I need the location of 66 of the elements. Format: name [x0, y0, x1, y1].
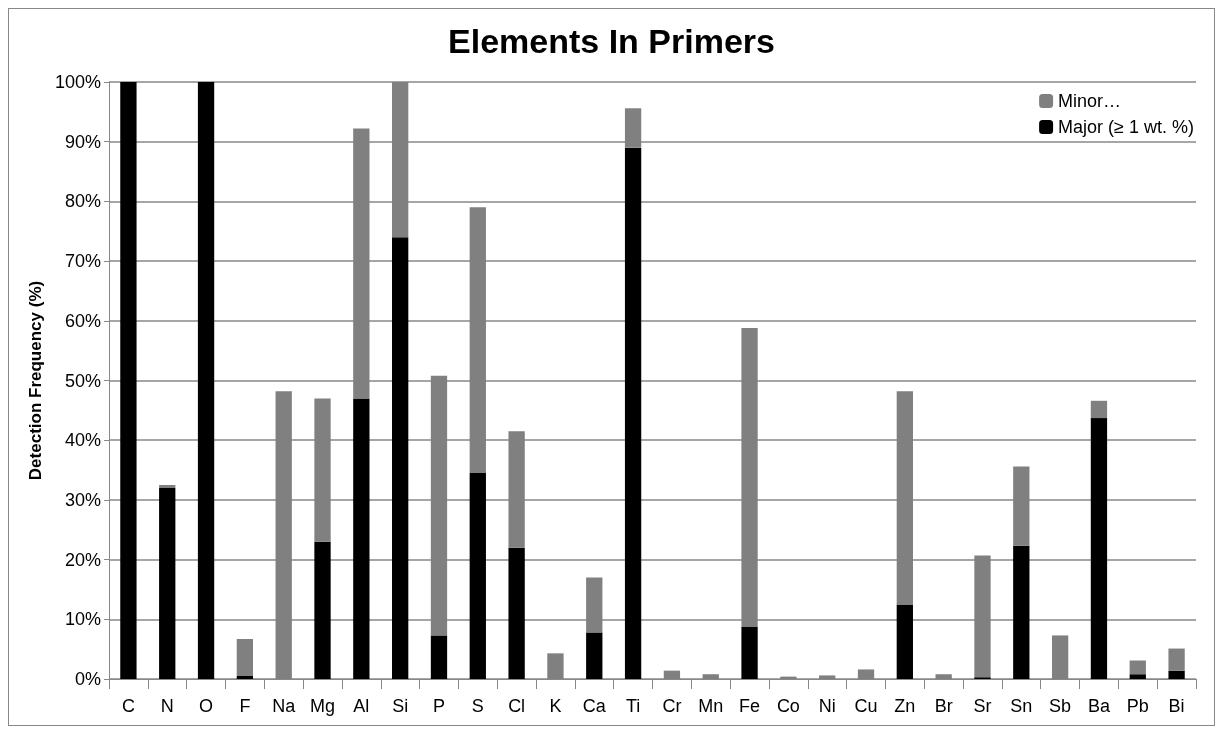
bar: [1129, 660, 1146, 675]
x-tick-label: P: [432, 696, 445, 716]
bar: [353, 398, 370, 679]
x-tick-label: Pb: [1126, 696, 1149, 716]
x-tick-label: Zn: [894, 696, 916, 716]
y-tick-label: 80%: [64, 191, 101, 212]
x-tick-label: Na: [272, 696, 297, 716]
y-tick-label: 100%: [54, 72, 101, 92]
y-axis-title: Detection Frequency (%): [26, 280, 46, 481]
chart-title: Elements In Primers: [448, 22, 775, 60]
y-tick-label: 10%: [64, 609, 101, 630]
bar: [236, 639, 254, 677]
y-tick-label: 40%: [64, 430, 101, 451]
y-tick-label: 90%: [64, 131, 101, 152]
bar: [1090, 418, 1108, 679]
bar: [392, 237, 409, 679]
x-tick-label: Ti: [625, 696, 641, 716]
bar: [120, 82, 137, 679]
x-tick-label: Fe: [739, 696, 761, 716]
bar: [1168, 670, 1185, 679]
bar: [586, 632, 603, 679]
x-tick-label: Cr: [662, 696, 682, 716]
x-tick-label: O: [199, 696, 214, 716]
y-tick-label: 70%: [64, 251, 101, 272]
x-tick-label: Mn: [698, 696, 724, 716]
x-tick-label: Co: [776, 696, 800, 716]
x-tick-label: C: [121, 696, 135, 716]
bar: [159, 487, 176, 679]
x-tick-label: Si: [392, 696, 409, 716]
bar: [896, 604, 913, 679]
x-tick-label: S: [471, 696, 484, 716]
x-tick-label: Ni: [818, 696, 836, 716]
bar: [430, 635, 448, 679]
bar: [197, 82, 215, 679]
y-tick-label: 50%: [64, 370, 101, 391]
bar: [469, 473, 486, 679]
x-tick-label: Ba: [1087, 696, 1111, 716]
bar: [741, 627, 758, 679]
bar: [1168, 648, 1185, 671]
bar: [236, 676, 254, 679]
x-tick-label: Sn: [1010, 696, 1033, 716]
x-tick-label: Cl: [508, 696, 526, 716]
x-tick-label: Al: [353, 696, 370, 716]
x-tick-label: Ca: [582, 696, 607, 716]
bar: [624, 147, 642, 679]
bar: [1090, 400, 1108, 419]
bar: [159, 484, 176, 488]
y-tick-label: 0%: [74, 669, 101, 689]
x-tick-label: Cu: [854, 696, 878, 716]
y-tick-label: 60%: [64, 310, 101, 331]
x-tick-label: K: [549, 696, 562, 716]
x-tick-label: Sr: [973, 696, 992, 716]
legend-label: Major (≥ 1 wt. %): [1058, 117, 1195, 137]
legend-label: Minor…: [1058, 91, 1122, 111]
bar: [1013, 545, 1030, 679]
x-tick-label: Bi: [1168, 696, 1185, 716]
bar: [314, 541, 331, 679]
bar: [1129, 674, 1146, 679]
x-tick-label: F: [239, 696, 251, 716]
x-tick-label: Sb: [1049, 696, 1072, 716]
bar: [508, 547, 525, 679]
y-tick-label: 20%: [64, 549, 101, 570]
x-tick-label: Mg: [310, 696, 336, 716]
y-tick-label: 30%: [64, 489, 101, 510]
x-tick-label: Br: [934, 696, 953, 716]
x-tick-label: N: [160, 696, 174, 716]
